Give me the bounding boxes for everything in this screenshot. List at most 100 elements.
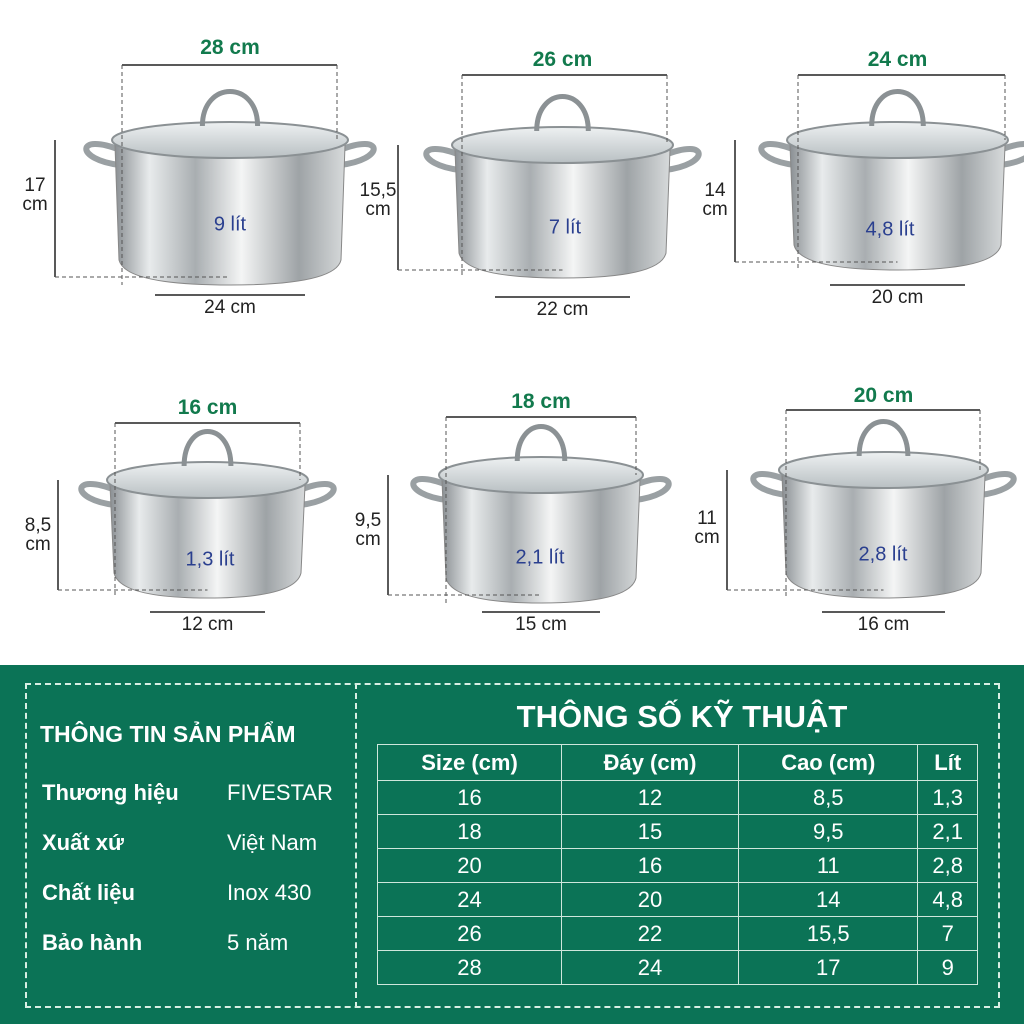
table-cell: 22 bbox=[560, 916, 740, 951]
info-key: Chất liệu bbox=[42, 880, 135, 905]
table-cell: 20 bbox=[377, 848, 562, 883]
handle-left-icon bbox=[758, 141, 797, 168]
specs-title: THÔNG SỐ KỸ THUẬT bbox=[516, 699, 848, 734]
bottom-diameter-label: 16 cm bbox=[857, 614, 910, 635]
volume-label: 1,3 lít bbox=[185, 548, 235, 571]
table-cell: 16 bbox=[377, 780, 562, 815]
top-diameter-label: 18 cm bbox=[511, 390, 571, 413]
top-diameter-label: 20 cm bbox=[853, 384, 914, 407]
handle-right-icon bbox=[633, 476, 672, 503]
top-diameter-label: 16 cm bbox=[177, 396, 238, 419]
volume-label: 7 lít bbox=[548, 216, 582, 239]
pot-body bbox=[114, 144, 346, 286]
height-value: 11 bbox=[697, 508, 717, 529]
table-cell: 17 bbox=[738, 950, 919, 985]
info-row: Xuất xứ Việt Nam bbox=[42, 830, 317, 856]
info-value: Việt Nam bbox=[227, 830, 318, 855]
handle-right-icon bbox=[298, 481, 337, 508]
table-cell: 26 bbox=[377, 916, 562, 951]
height-label: 9,5 cm bbox=[355, 511, 381, 549]
height-value: 15,5 bbox=[359, 180, 397, 201]
pot-body bbox=[454, 149, 671, 279]
handle-right-icon bbox=[338, 141, 377, 168]
table-row: 16 12 8,5 1,3 bbox=[377, 780, 978, 815]
height-unit: cm bbox=[694, 527, 720, 548]
table-cell: 1,3 bbox=[917, 780, 978, 815]
top-diameter-label: 26 cm bbox=[532, 48, 593, 71]
table-cell: 9 bbox=[917, 950, 978, 985]
table-row: 18 15 9,5 2,1 bbox=[377, 814, 978, 849]
handle-left-icon bbox=[78, 481, 117, 508]
table-cell: 18 bbox=[377, 814, 562, 849]
lid-knob-icon bbox=[534, 94, 591, 132]
table-cell: 16 bbox=[560, 848, 740, 883]
table-cell: 24 bbox=[560, 950, 740, 985]
handle-left-icon bbox=[83, 141, 122, 168]
product-info-title: THÔNG TIN SẢN PHẨM bbox=[40, 721, 296, 747]
column-header: Lít bbox=[917, 744, 978, 781]
bottom-diameter-label: 24 cm bbox=[204, 297, 256, 318]
table-cell: 15 bbox=[560, 814, 740, 849]
pot-body bbox=[441, 479, 641, 604]
handle-left-icon bbox=[410, 476, 449, 503]
table-row: 24 20 14 4,8 bbox=[377, 882, 978, 917]
top-diameter-label: 28 cm bbox=[200, 36, 260, 59]
glass-lid bbox=[111, 121, 349, 159]
table-cell: 4,8 bbox=[917, 882, 978, 917]
table-cell: 28 bbox=[377, 950, 562, 985]
bottom-diameter-label: 12 cm bbox=[181, 614, 234, 635]
height-value: 9,5 bbox=[354, 510, 382, 531]
height-label: 15,5 cm bbox=[360, 181, 397, 219]
table-cell: 20 bbox=[560, 882, 740, 917]
glass-lid bbox=[786, 121, 1009, 159]
height-label: 17 cm bbox=[22, 176, 47, 214]
info-row: Thương hiệu FIVESTAR bbox=[42, 780, 333, 806]
dashed-divider bbox=[355, 683, 357, 1008]
info-row: Bảo hành 5 năm bbox=[42, 930, 288, 956]
table-cell: 2,8 bbox=[917, 848, 978, 883]
height-unit: cm bbox=[25, 534, 51, 555]
height-unit: cm bbox=[365, 199, 391, 220]
lid-knob-icon bbox=[514, 424, 568, 462]
glass-lid bbox=[778, 451, 989, 489]
table-cell: 7 bbox=[917, 916, 978, 951]
table-cell: 12 bbox=[560, 780, 740, 815]
height-label: 14 cm bbox=[702, 181, 727, 219]
lid-knob-icon bbox=[869, 89, 926, 127]
info-key: Thương hiệu bbox=[42, 780, 179, 805]
volume-label: 2,8 lít bbox=[858, 543, 908, 566]
height-value: 14 bbox=[704, 180, 726, 201]
height-value: 8,5 bbox=[24, 515, 52, 536]
dashed-frame bbox=[25, 683, 1000, 1008]
height-label: 11 cm bbox=[694, 509, 719, 547]
height-unit: cm bbox=[355, 529, 381, 550]
pots-illustration bbox=[54, 64, 1024, 613]
table-row: 28 24 17 9 bbox=[377, 950, 978, 985]
table-cell: 24 bbox=[377, 882, 562, 917]
table-cell: 11 bbox=[738, 848, 919, 883]
height-unit: cm bbox=[702, 199, 728, 220]
glass-lid bbox=[451, 126, 674, 164]
handle-right-icon bbox=[663, 146, 702, 173]
lid-knob-icon bbox=[199, 89, 261, 127]
bottom-diameter-label: 20 cm bbox=[871, 287, 924, 308]
pot-body bbox=[781, 474, 986, 599]
pot-body bbox=[109, 484, 306, 599]
table-cell: 14 bbox=[738, 882, 919, 917]
handle-left-icon bbox=[750, 471, 789, 498]
handle-left-icon bbox=[423, 146, 462, 173]
height-unit: cm bbox=[22, 194, 48, 215]
bottom-diameter-label: 15 cm bbox=[515, 614, 567, 635]
table-row: 26 22 15,5 7 bbox=[377, 916, 978, 951]
table-cell: 8,5 bbox=[738, 780, 919, 815]
info-value: 5 năm bbox=[227, 930, 289, 955]
volume-label: 9 lít bbox=[213, 213, 247, 236]
info-key: Bảo hành bbox=[42, 930, 143, 955]
table-cell: 15,5 bbox=[738, 916, 919, 951]
handle-right-icon bbox=[978, 471, 1017, 498]
column-header: Đáy (cm) bbox=[560, 744, 740, 781]
volume-label: 4,8 lít bbox=[865, 218, 915, 241]
table-row: 20 16 11 2,8 bbox=[377, 848, 978, 883]
info-row: Chất liệu Inox 430 bbox=[42, 880, 311, 906]
top-diameter-label: 24 cm bbox=[867, 48, 928, 71]
